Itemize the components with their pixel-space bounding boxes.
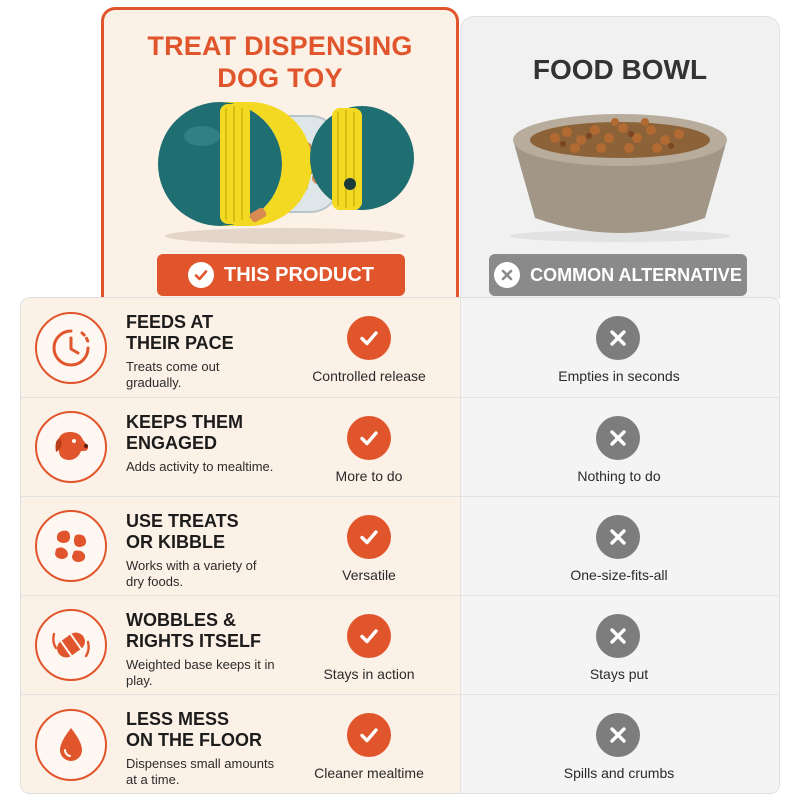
feature-description: Works with a variety of dry foods.	[126, 558, 257, 589]
x-icon	[494, 262, 521, 288]
treat-toy-image	[158, 102, 414, 244]
product-value: Stays in action	[323, 666, 415, 682]
alternative-value: Spills and crumbs	[563, 765, 675, 781]
check-icon	[347, 515, 391, 559]
alternative-value: One-size-fits-all	[570, 567, 668, 583]
feature-description: Treats come out gradually.	[126, 359, 220, 390]
comparison-table: FEEDS AT THEIR PACE Treats come out grad…	[20, 297, 780, 794]
check-icon	[347, 416, 391, 460]
product-title: TREAT DISPENSING DOG TOY	[147, 31, 413, 93]
feature-title: FEEDS AT THEIR PACE	[126, 312, 234, 353]
wobble-toy-icon	[35, 609, 107, 681]
table-row: FEEDS AT THEIR PACE Treats come out grad…	[21, 298, 779, 397]
dog-head-icon	[35, 411, 107, 483]
clock-icon	[35, 311, 107, 384]
feature-description: Weighted base keeps it in play.	[126, 657, 275, 688]
this-product-badge: THIS PRODUCT	[157, 254, 405, 296]
table-row: WOBBLES & RIGHTS ITSELF Weighted base ke…	[21, 595, 779, 694]
food-bowl-image	[510, 114, 730, 242]
table-row: USE TREATS OR KIBBLE Works with a variet…	[21, 496, 779, 595]
table-row: LESS MESS ON THE FLOOR Dispenses small a…	[21, 694, 779, 793]
x-icon	[596, 316, 640, 360]
droplet-icon	[35, 709, 107, 781]
check-icon	[347, 713, 391, 757]
x-icon	[596, 614, 640, 658]
alternative-value: Stays put	[589, 666, 649, 682]
feature-title: USE TREATS OR KIBBLE	[126, 511, 239, 552]
x-icon	[596, 713, 640, 757]
table-row: KEEPS THEM ENGAGED Adds activity to meal…	[21, 397, 779, 496]
alternative-title: FOOD BOWL	[532, 54, 708, 85]
feature-description: Dispenses small amounts at a time.	[126, 756, 275, 787]
check-icon	[188, 262, 214, 288]
alternative-value: Nothing to do	[577, 468, 661, 484]
feature-description: Adds activity to mealtime.	[126, 459, 274, 474]
check-icon	[347, 316, 391, 360]
alternative-value: Empties in seconds	[558, 368, 680, 384]
common-alternative-badge: COMMON ALTERNATIVE	[489, 254, 747, 296]
check-icon	[347, 614, 391, 658]
feature-title: WOBBLES & RIGHTS ITSELF	[126, 610, 261, 651]
product-value: Versatile	[342, 567, 396, 583]
product-value: Cleaner mealtime	[314, 765, 424, 781]
product-value: More to do	[335, 468, 403, 484]
x-icon	[596, 515, 640, 559]
kibble-icon	[35, 510, 107, 582]
x-icon	[596, 416, 640, 460]
feature-title: KEEPS THEM ENGAGED	[126, 412, 244, 453]
product-value: Controlled release	[312, 368, 426, 384]
feature-title: LESS MESS ON THE FLOOR	[126, 709, 262, 750]
